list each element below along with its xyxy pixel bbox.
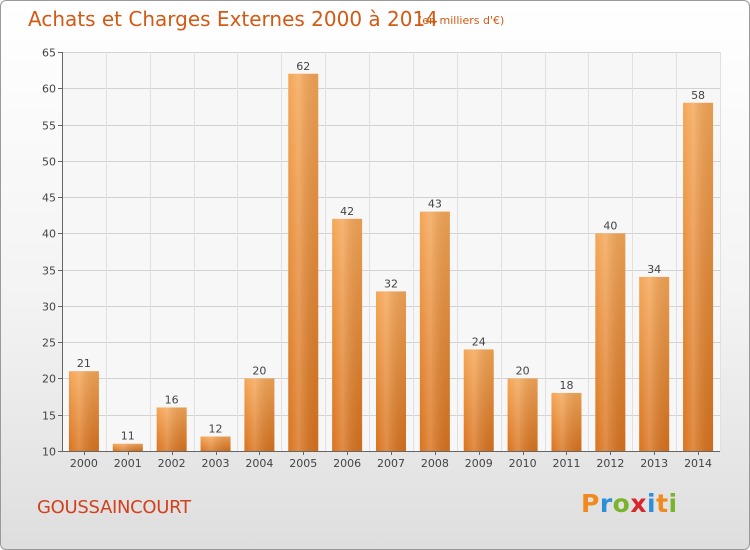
data-label-2008: 43 xyxy=(428,198,442,211)
y-tick-label: 15 xyxy=(42,410,56,423)
data-label-2006: 42 xyxy=(340,205,354,218)
x-tick-label-2010: 2010 xyxy=(509,457,537,470)
data-label-2002: 16 xyxy=(165,393,179,406)
y-tick-label: 35 xyxy=(42,265,56,278)
y-tick-label: 50 xyxy=(42,156,56,169)
x-tick-label-2002: 2002 xyxy=(158,457,186,470)
x-tick-label-2009: 2009 xyxy=(465,457,493,470)
x-tick-label-2005: 2005 xyxy=(289,457,317,470)
x-tick-label-2014: 2014 xyxy=(684,457,712,470)
logo-letter: x xyxy=(630,489,647,518)
proxiti-logo[interactable]: Proxiti xyxy=(581,489,678,518)
bar-highlight xyxy=(112,443,143,451)
data-label-2012: 40 xyxy=(603,219,617,232)
y-tick-label: 30 xyxy=(42,301,56,314)
bar-highlight xyxy=(376,291,406,451)
x-tick-label-2011: 2011 xyxy=(552,457,580,470)
chart-title: Achats et Charges Externes 2000 à 2014 xyxy=(28,7,438,31)
data-label-2004: 20 xyxy=(252,364,266,377)
bar-highlight xyxy=(683,102,714,452)
data-label-2011: 18 xyxy=(559,379,573,392)
logo-letter: P xyxy=(581,489,600,518)
axes xyxy=(58,52,720,455)
logo-letter: i xyxy=(668,489,678,518)
bar-highlight xyxy=(68,371,99,451)
chart-subtitle: (en milliers d'€) xyxy=(418,14,505,27)
x-tick-label-2012: 2012 xyxy=(596,457,624,470)
y-tick-label: 65 xyxy=(42,47,56,60)
x-tick-label-2003: 2003 xyxy=(202,457,230,470)
x-tick-label-2007: 2007 xyxy=(377,457,405,470)
bar-highlight xyxy=(507,378,538,451)
bars xyxy=(68,73,714,452)
bar-highlight xyxy=(595,233,626,451)
data-label-2007: 32 xyxy=(384,277,398,290)
logo-letter: o xyxy=(612,489,631,518)
x-tick-label-2001: 2001 xyxy=(114,457,142,470)
bar-highlight xyxy=(463,349,494,451)
x-tick-label-2008: 2008 xyxy=(421,457,449,470)
data-label-2003: 12 xyxy=(209,422,223,435)
logo-letter: t xyxy=(656,489,669,518)
data-label-2000: 21 xyxy=(77,357,91,370)
logo-letter: i xyxy=(647,489,657,518)
labels: 10 15 20 25 30 35 40 45 50 55 60 65 21 2000 11 2001 16 20… xyxy=(42,47,712,471)
y-tick-label: 25 xyxy=(42,337,56,350)
bar-highlight xyxy=(332,218,363,451)
x-tick-label-2004: 2004 xyxy=(245,457,273,470)
place-name: GOUSSAINCOURT xyxy=(37,497,191,518)
bar-highlight xyxy=(244,378,275,451)
y-tick-label: 60 xyxy=(42,83,56,96)
y-tick-label: 55 xyxy=(42,120,56,133)
y-tick-label: 10 xyxy=(42,446,56,459)
data-label-2013: 34 xyxy=(647,263,661,276)
data-label-2009: 24 xyxy=(472,335,486,348)
bar-highlight xyxy=(419,211,450,451)
bar-highlight xyxy=(156,407,187,451)
x-tick-label-2006: 2006 xyxy=(333,457,361,470)
bar-highlight xyxy=(288,73,319,451)
data-label-2010: 20 xyxy=(516,364,530,377)
x-tick-label-2013: 2013 xyxy=(640,457,668,470)
data-label-2014: 58 xyxy=(691,89,705,102)
y-tick-label: 20 xyxy=(42,373,56,386)
data-label-2001: 11 xyxy=(121,430,135,443)
bar-highlight xyxy=(551,392,582,451)
y-tick-label: 40 xyxy=(42,228,56,241)
bar-highlight xyxy=(200,436,231,451)
bar-highlight xyxy=(639,276,670,451)
data-label-2005: 62 xyxy=(296,60,310,73)
x-tick-label-2000: 2000 xyxy=(70,457,98,470)
y-tick-label: 45 xyxy=(42,192,56,205)
logo-letter: r xyxy=(599,489,613,518)
